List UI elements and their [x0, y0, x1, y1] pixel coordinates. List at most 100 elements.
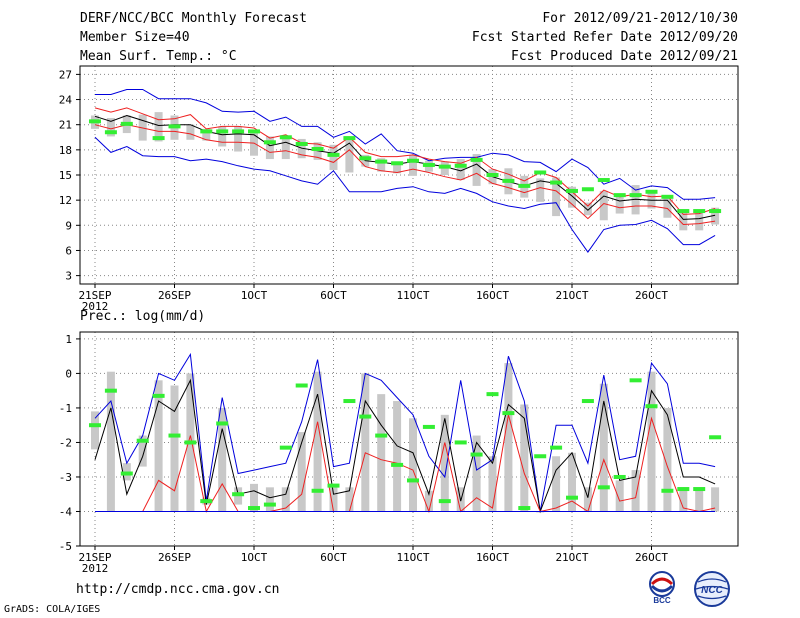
range-bar	[313, 371, 322, 512]
range-bar	[91, 411, 99, 450]
y-tick-label: -3	[59, 471, 72, 484]
range-bar	[170, 385, 179, 512]
obs-marker	[391, 462, 404, 467]
obs-marker	[502, 411, 515, 416]
x-tick-label: 16OCT	[476, 551, 509, 564]
obs-marker	[152, 393, 165, 398]
x-tick-label: 21SEP	[78, 551, 111, 564]
range-bar	[234, 126, 243, 152]
obs-marker	[677, 209, 690, 214]
obs-marker	[645, 189, 658, 194]
range-bar	[663, 407, 672, 512]
obs-marker	[279, 135, 292, 140]
range-bar	[456, 159, 465, 181]
range-bar	[520, 404, 529, 512]
obs-marker	[152, 136, 165, 141]
obs-marker	[327, 152, 340, 157]
obs-marker	[311, 488, 324, 493]
plot-frame	[79, 331, 739, 547]
range-bar	[599, 190, 608, 221]
x-tick-label: 11OCT	[396, 551, 429, 564]
range-bar	[393, 161, 402, 174]
obs-marker	[597, 178, 610, 183]
range-bar	[265, 487, 274, 512]
obs-marker	[168, 124, 181, 129]
series-line-min	[94, 136, 716, 253]
obs-marker	[613, 193, 626, 198]
obs-marker	[629, 193, 642, 198]
obs-marker	[263, 140, 276, 145]
y-tick-label: -4	[59, 505, 73, 518]
forecast-produced-date: Fcst Produced Date 2012/09/21	[511, 49, 738, 64]
grads-credit: GrADS: COLA/IGES	[4, 604, 101, 615]
range-bar	[154, 112, 163, 142]
obs-marker	[486, 173, 499, 177]
range-bar	[615, 195, 624, 214]
obs-marker	[200, 499, 213, 504]
member-size: Member Size=40	[80, 30, 190, 45]
range-bar	[202, 128, 211, 141]
x-year-label: 2012	[82, 562, 109, 575]
obs-marker	[454, 440, 467, 445]
obs-marker	[120, 471, 133, 476]
y-tick-label: 15	[59, 169, 72, 182]
variable-label: Mean Surf. Temp.: °C	[80, 49, 237, 64]
obs-marker	[629, 378, 642, 383]
range-bar	[329, 144, 338, 170]
range-bar	[440, 414, 449, 512]
obs-marker	[407, 158, 419, 163]
range-bar	[265, 136, 274, 160]
x-year-label: 2012	[82, 300, 109, 313]
obs-marker	[454, 163, 467, 168]
y-tick-label: 3	[65, 270, 72, 283]
obs-marker	[709, 209, 722, 214]
obs-marker	[232, 129, 245, 134]
obs-marker	[120, 121, 133, 126]
range-bar	[377, 158, 386, 172]
range-bar	[536, 178, 545, 202]
range-bar	[409, 418, 417, 512]
forecast-start-date: Fcst Started Refer Date 2012/09/20	[471, 30, 738, 45]
obs-marker	[248, 506, 260, 511]
range-bar	[345, 136, 354, 173]
range-bar	[472, 435, 481, 512]
range-bar	[711, 487, 720, 512]
obs-marker	[295, 141, 308, 146]
series-line-mean	[94, 378, 716, 514]
y-tick-label: 27	[59, 68, 72, 81]
range-bar	[281, 137, 290, 160]
x-tick-label: 1OCT	[241, 551, 268, 564]
range-bar	[138, 435, 147, 467]
ncc-logo-text: NCC	[701, 585, 723, 596]
obs-marker	[216, 421, 229, 426]
obs-marker	[518, 183, 531, 188]
obs-marker	[232, 492, 245, 497]
x-tick-label: 1OCT	[241, 289, 268, 302]
range-bar	[281, 487, 290, 512]
y-tick-label: 21	[59, 119, 72, 132]
y-tick-label: 18	[59, 144, 72, 157]
range-bar	[154, 380, 163, 512]
obs-marker	[534, 170, 547, 175]
range-bar	[488, 456, 497, 512]
range-bar	[583, 202, 592, 216]
x-tick-label: 21OCT	[555, 551, 588, 564]
obs-marker	[709, 435, 722, 440]
obs-marker	[550, 445, 563, 450]
obs-marker	[295, 383, 308, 388]
range-bar	[568, 186, 576, 208]
x-tick-label: 6OCT	[320, 289, 347, 302]
precip-panel-title: Prec.: log(mm/d)	[80, 309, 205, 324]
range-bar	[186, 124, 195, 140]
obs-marker	[661, 488, 674, 493]
range-bar	[409, 154, 417, 176]
obs-marker	[375, 433, 388, 438]
footer-url[interactable]: http://cmdp.ncc.cma.gov.cn	[76, 582, 280, 597]
series-line-p20	[94, 124, 716, 226]
obs-marker	[311, 147, 324, 152]
obs-marker	[534, 454, 547, 459]
obs-marker	[661, 194, 674, 199]
obs-marker	[486, 392, 499, 397]
panel-precipitation: -5 -4 -3 -2 -1 0 1 21SEP 26SEP 1OCT 6OCT 11OCT 16OCT…	[59, 309, 739, 575]
